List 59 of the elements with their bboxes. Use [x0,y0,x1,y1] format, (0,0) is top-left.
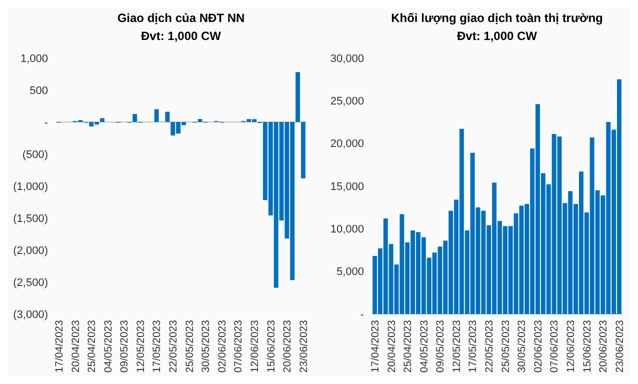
bar [100,118,104,122]
x-tick-label: 20/06/2023 [282,320,294,373]
x-tick-label: 12/05/2023 [450,320,463,373]
y-tick-label: (2,000) [13,244,48,257]
bar [154,109,159,122]
x-tick-label: 04/05/2023 [418,320,430,373]
chart-subtitle: Đvt: 1,000 CW [456,29,538,43]
y-tick-label: (3,000) [13,308,48,321]
y-tick-label: 20,000 [330,138,364,150]
y-tick-label: 500 [30,84,48,97]
x-tick-label: 07/06/2023 [548,320,561,373]
y-tick-label: 15,000 [330,180,364,193]
x-tick-label: 12/06/2023 [565,320,578,373]
x-tick-label: 17/04/2023 [53,320,66,373]
y-tick-label: (1,500) [13,212,48,225]
y-tick-label: 30,000 [330,52,364,65]
x-tick-label: 22/05/2023 [168,320,180,373]
bar [301,122,306,178]
y-tick-label: (1,000) [13,180,48,193]
y-tick-label: (2,500) [13,276,48,289]
x-tick-label: 20/04/2023 [70,320,82,373]
x-tick-label: 09/05/2023 [118,320,131,373]
x-tick-label: 17/04/2023 [369,320,382,373]
y-tick-label: - [44,116,48,129]
x-tick-label: 02/06/2023 [216,320,228,373]
x-tick-label: 09/05/2023 [434,320,447,373]
bar [165,112,170,122]
y-tick-label: 1,000 [20,52,48,65]
x-tick-label: 30/05/2023 [516,320,528,373]
x-tick-label: 23/06/2023 [614,320,626,373]
x-tick-label: 15/06/2023 [581,320,594,373]
x-tick-label: 25/05/2023 [184,320,196,373]
bar [198,119,202,122]
x-tick-label: 20/04/2023 [386,320,398,373]
x-tick-label: 30/05/2023 [200,320,212,373]
y-tick-label: - [360,308,364,321]
bar [296,72,300,122]
x-tick-label: 12/05/2023 [134,320,147,373]
x-tick-label: 04/05/2023 [102,320,114,373]
x-tick-label: 25/04/2023 [402,320,414,373]
x-tick-label: 02/06/2023 [532,320,544,373]
x-tick-label: 20/06/2023 [598,320,610,373]
y-tick-label: 5,000 [336,266,364,278]
chart-title: Khối lượng giao dịch toàn thị trường [391,11,603,25]
x-tick-label: 17/05/2023 [151,320,164,373]
y-tick-label: (500) [22,148,48,161]
y-tick-label: 10,000 [330,224,364,236]
chart-subtitle: Đvt: 1,000 CW [140,29,222,43]
y-tick-label: 25,000 [330,96,364,108]
bar [132,114,138,122]
x-tick-label: 17/05/2023 [467,320,480,373]
x-tick-label: 22/05/2023 [484,320,496,373]
x-tick-label: 25/05/2023 [500,320,512,373]
x-tick-label: 12/06/2023 [249,320,262,373]
x-tick-label: 23/06/2023 [298,320,310,373]
x-tick-label: 25/04/2023 [86,320,98,373]
x-tick-label: 15/06/2023 [265,320,278,373]
x-tick-label: 07/06/2023 [232,320,245,373]
chart-title: Giao dịch của NĐT NN [117,11,245,25]
